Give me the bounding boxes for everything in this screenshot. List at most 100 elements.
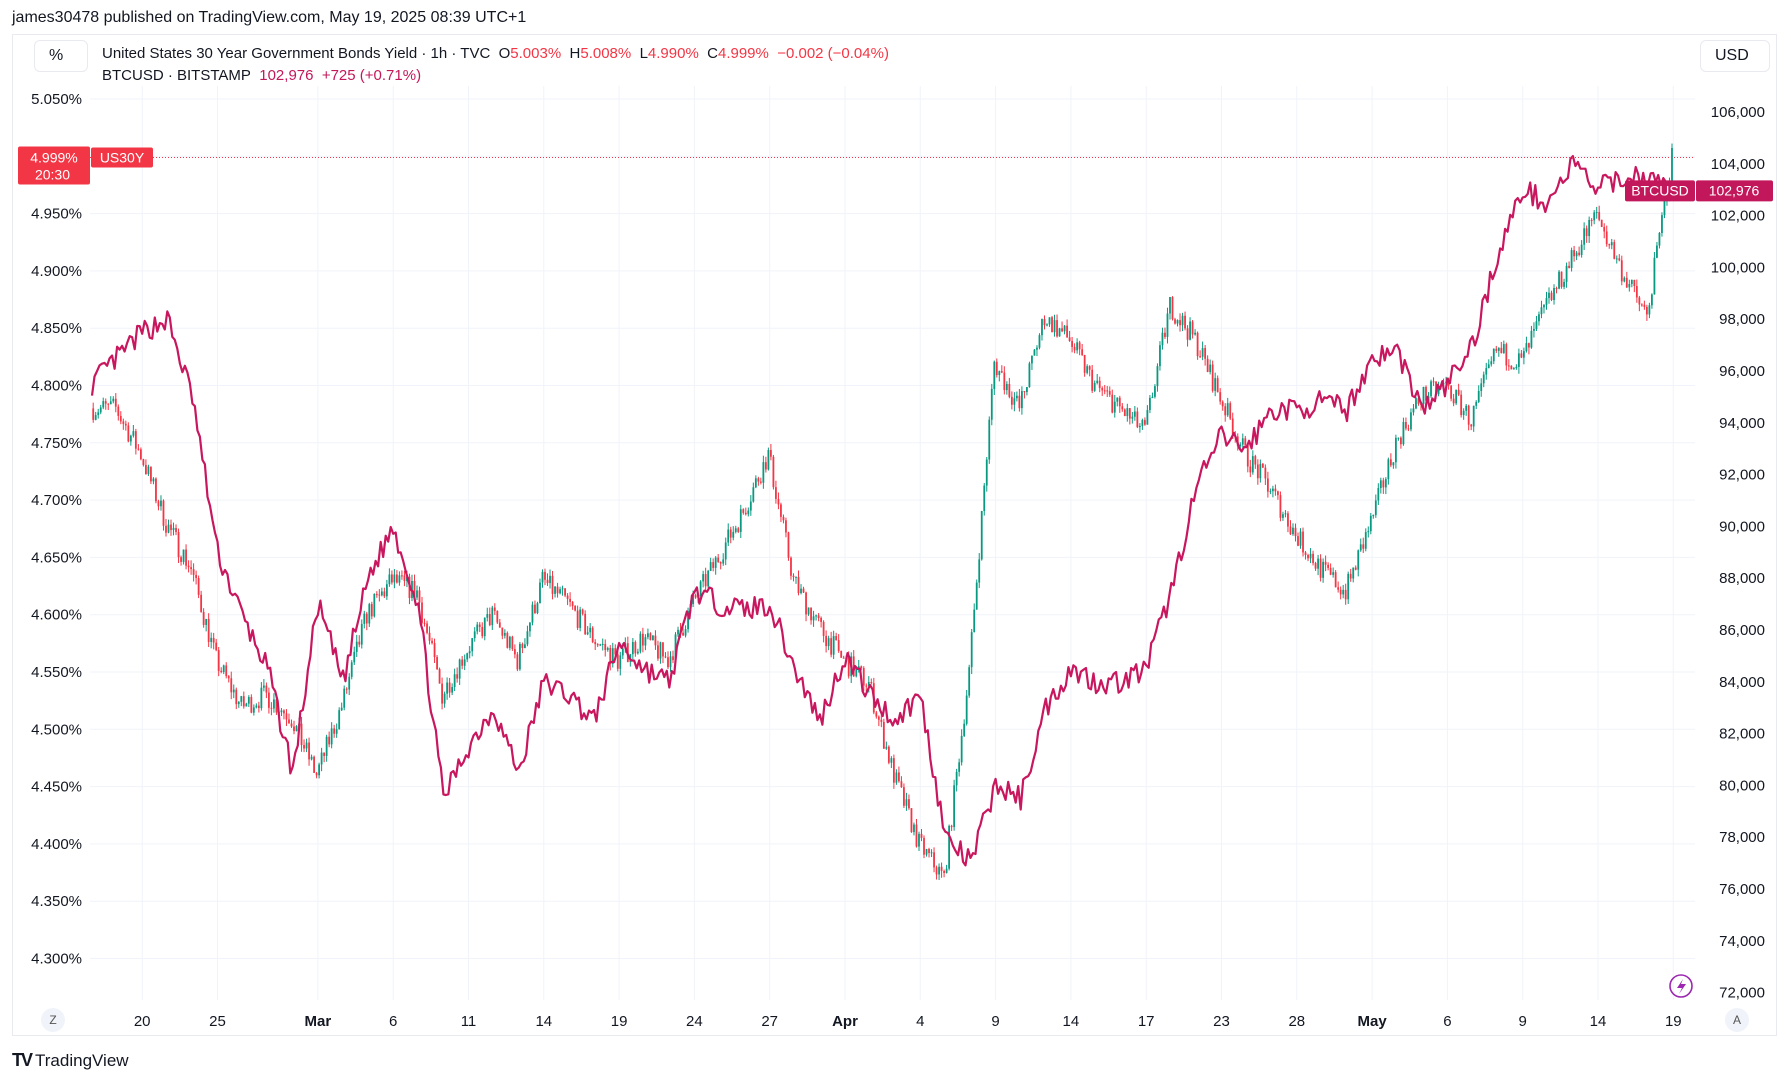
candle-body — [1460, 394, 1463, 416]
candle-body — [501, 627, 504, 636]
candle-body — [764, 462, 767, 470]
right-unit-button[interactable]: USD — [1700, 40, 1770, 72]
left-tick-label: 4.450% — [31, 779, 82, 796]
candle-body — [1400, 437, 1402, 445]
candle-body — [1480, 383, 1483, 391]
candle-body — [817, 615, 820, 618]
candle-body — [1159, 345, 1161, 367]
candle-body — [340, 707, 343, 711]
candle-body — [1372, 515, 1375, 517]
legend-us30y[interactable]: United States 30 Year Government Bonds Y… — [102, 45, 889, 62]
candle-body — [1309, 553, 1312, 559]
candle-body — [1517, 353, 1520, 367]
candle-body — [1023, 391, 1026, 393]
candle-body — [827, 638, 830, 647]
candle-body — [1000, 371, 1003, 373]
candle-body — [918, 833, 920, 847]
candle-body — [1304, 552, 1307, 556]
candle-body — [463, 659, 466, 666]
right-tick-label: 72,000 — [1719, 985, 1765, 1002]
candle-body — [1658, 233, 1661, 246]
candle-body — [237, 701, 240, 705]
high-label: H — [569, 45, 581, 62]
candle-body — [810, 607, 812, 621]
candle-body — [704, 574, 707, 587]
candle-body — [478, 624, 481, 628]
candle-body — [1201, 348, 1204, 357]
candle-body — [1041, 319, 1043, 336]
legend-btcusd[interactable]: BTCUSD · BITSTAMP 102,976 +725 (+0.71%) — [102, 67, 421, 84]
candle-body — [1578, 252, 1581, 255]
candle-body — [870, 681, 873, 684]
candle-body — [1500, 347, 1503, 354]
candle-body — [601, 643, 604, 645]
candle-body — [1593, 212, 1596, 221]
candle-body — [885, 746, 888, 749]
left-tick-label: 5.050% — [31, 91, 82, 108]
right-tick-label: 74,000 — [1719, 933, 1765, 950]
candle-body — [855, 668, 858, 677]
candle-body — [1194, 332, 1196, 335]
candle-body — [1600, 219, 1603, 228]
candle-body — [200, 594, 203, 612]
candle-body — [1241, 438, 1244, 445]
candle-body — [1066, 325, 1068, 338]
candle-body — [1251, 456, 1254, 473]
candle-body — [127, 425, 130, 442]
candle-body — [1337, 587, 1340, 590]
candle-body — [943, 870, 945, 873]
left-unit-button[interactable]: % — [34, 40, 88, 72]
candle-body — [935, 867, 938, 875]
candle-body — [915, 824, 918, 847]
left-tick-label: 4.400% — [31, 836, 82, 853]
right-tick-label: 92,000 — [1719, 467, 1765, 484]
candle-body — [1038, 335, 1041, 348]
candle-body — [905, 799, 908, 806]
candle-body — [1204, 348, 1207, 359]
candle-body — [1523, 351, 1525, 358]
candle-body — [903, 787, 905, 806]
candle-body — [1575, 252, 1578, 257]
candle-body — [1437, 386, 1440, 395]
candle-body — [1502, 344, 1505, 354]
candle-body — [835, 636, 838, 641]
auto-scale-left-button[interactable]: Z — [41, 1008, 65, 1032]
candle-body — [1327, 564, 1330, 568]
candle-body — [554, 586, 556, 594]
candle-body — [634, 642, 637, 654]
candle-body — [109, 401, 112, 405]
candle-body — [240, 696, 243, 702]
candle-body — [1113, 401, 1116, 413]
candle-body — [418, 590, 421, 603]
candle-body — [795, 576, 797, 578]
candle-body — [313, 756, 315, 773]
tradingview-logo[interactable]: TV TradingView — [12, 1050, 129, 1071]
candle-body — [466, 653, 469, 660]
candle-body — [564, 588, 566, 596]
candle-body — [1402, 421, 1405, 445]
candle-body — [1583, 228, 1586, 245]
candle-body — [1164, 332, 1166, 337]
candle-body — [928, 849, 930, 854]
candle-body — [1329, 567, 1332, 575]
candle-body — [1490, 361, 1493, 365]
candle-body — [847, 657, 850, 677]
left-tick-label: 4.650% — [31, 549, 82, 566]
right-unit-label: USD — [1715, 47, 1749, 64]
candle-body — [908, 799, 910, 809]
candle-body — [1354, 567, 1357, 570]
candle-body — [1181, 315, 1184, 326]
candle-body — [1656, 245, 1658, 258]
candle-body — [355, 641, 358, 652]
candle-body — [669, 656, 672, 668]
btc-price-badge-value: 102,976 — [1709, 182, 1760, 198]
candle-body — [187, 565, 190, 568]
candle-body — [255, 705, 258, 708]
candle-body — [1154, 386, 1156, 397]
candle-body — [1191, 321, 1194, 335]
candle-body — [1568, 265, 1570, 268]
candle-body — [220, 670, 223, 673]
auto-scale-right-button[interactable]: A — [1725, 1008, 1749, 1032]
candle-body — [1623, 277, 1626, 282]
